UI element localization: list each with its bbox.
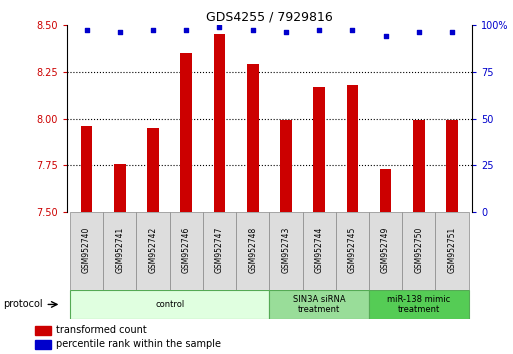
Text: percentile rank within the sample: percentile rank within the sample (55, 339, 221, 349)
Bar (35, 340, 51, 349)
Bar (369, 212, 402, 290)
Point (448, 29, 456, 35)
Bar (313, 87, 325, 212)
Bar (269, 212, 303, 290)
Text: GSM952742: GSM952742 (149, 227, 157, 273)
Bar (147, 128, 159, 212)
Text: GSM952746: GSM952746 (182, 227, 191, 273)
Point (348, 28, 357, 33)
Point (415, 29, 423, 35)
Text: GSM952748: GSM952748 (248, 227, 257, 273)
Text: GSM952749: GSM952749 (381, 227, 390, 273)
Bar (81, 126, 92, 212)
Bar (269, 290, 369, 319)
Bar (247, 64, 259, 212)
Bar (103, 212, 136, 290)
Bar (336, 212, 369, 290)
Text: miR-138 mimic
treatment: miR-138 mimic treatment (387, 295, 450, 314)
Bar (280, 120, 292, 212)
Text: GSM952741: GSM952741 (115, 227, 124, 273)
Text: GSM952750: GSM952750 (415, 227, 423, 273)
Bar (446, 120, 458, 212)
Point (116, 29, 124, 35)
Text: control: control (155, 300, 184, 309)
Bar (380, 169, 391, 212)
Bar (214, 34, 225, 212)
Bar (436, 212, 469, 290)
Bar (181, 53, 192, 212)
Bar (347, 85, 358, 212)
Text: protocol: protocol (3, 299, 43, 309)
Text: GSM952745: GSM952745 (348, 227, 357, 273)
Text: GSM952747: GSM952747 (215, 227, 224, 273)
Text: GSM952740: GSM952740 (82, 227, 91, 273)
Bar (413, 120, 425, 212)
Bar (303, 212, 336, 290)
Bar (402, 212, 436, 290)
Bar (70, 290, 269, 319)
Text: GSM952751: GSM952751 (447, 227, 457, 273)
Bar (136, 212, 170, 290)
Text: GSM952743: GSM952743 (282, 227, 290, 273)
Point (382, 33, 390, 39)
Point (315, 28, 323, 33)
Bar (35, 326, 51, 335)
Text: SIN3A siRNA
treatment: SIN3A siRNA treatment (293, 295, 345, 314)
Bar (203, 212, 236, 290)
Point (282, 29, 290, 35)
Bar (170, 212, 203, 290)
Bar (236, 212, 269, 290)
Title: GDS4255 / 7929816: GDS4255 / 7929816 (206, 11, 333, 24)
Point (83, 28, 91, 33)
Text: transformed count: transformed count (55, 325, 146, 335)
Text: GSM952744: GSM952744 (314, 227, 324, 273)
Point (149, 28, 157, 33)
Bar (114, 164, 126, 212)
Bar (70, 212, 103, 290)
Bar (369, 290, 469, 319)
Point (182, 28, 190, 33)
Point (249, 28, 257, 33)
Point (215, 24, 224, 29)
